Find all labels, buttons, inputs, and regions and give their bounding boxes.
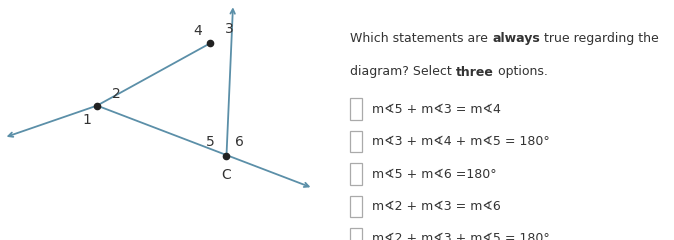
Text: diagram? Select: diagram? Select (350, 66, 456, 78)
Text: m∢2 + m∢3 + m∢5 = 180°: m∢2 + m∢3 + m∢5 = 180° (372, 232, 549, 240)
Text: m∢5 + m∢6 =180°: m∢5 + m∢6 =180° (372, 168, 496, 180)
Text: options.: options. (494, 66, 548, 78)
Text: always: always (492, 32, 540, 45)
Text: 2: 2 (112, 87, 121, 101)
Text: 4: 4 (193, 24, 202, 38)
Text: true regarding the: true regarding the (540, 32, 659, 45)
Text: Which statements are: Which statements are (350, 32, 492, 45)
Text: m∢5 + m∢3 = m∢4: m∢5 + m∢3 = m∢4 (372, 103, 501, 116)
Text: 6: 6 (235, 135, 244, 149)
Text: 1: 1 (83, 113, 92, 127)
Text: 5: 5 (206, 135, 214, 149)
Text: three: three (456, 66, 494, 78)
Text: m∢3 + m∢4 + m∢5 = 180°: m∢3 + m∢4 + m∢5 = 180° (372, 135, 549, 148)
Text: m∢2 + m∢3 = m∢6: m∢2 + m∢3 = m∢6 (372, 200, 501, 213)
Text: 3: 3 (225, 22, 234, 36)
Text: C: C (222, 168, 231, 182)
